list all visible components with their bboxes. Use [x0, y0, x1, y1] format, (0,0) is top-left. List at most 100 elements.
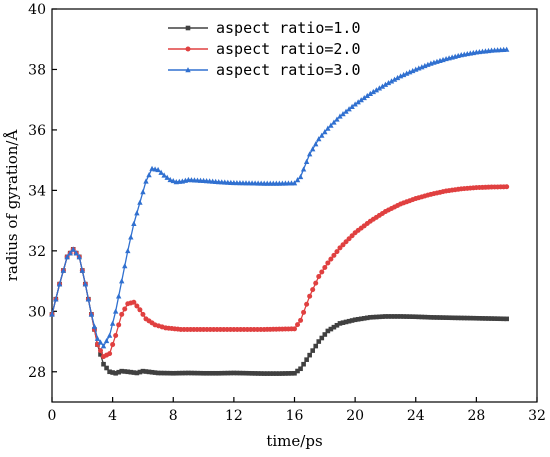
- data-point: [146, 172, 152, 178]
- data-point: [401, 314, 406, 319]
- data-point: [231, 370, 237, 376]
- data-point: [458, 315, 464, 321]
- data-point: [503, 46, 510, 52]
- data-point: [185, 67, 191, 73]
- data-point: [109, 320, 116, 326]
- data-point: [143, 369, 149, 374]
- data-point: [49, 311, 55, 317]
- data-point: [70, 246, 76, 252]
- data-point: [391, 76, 398, 82]
- data-point: [67, 250, 73, 256]
- data-point: [100, 343, 107, 349]
- data-point: [377, 314, 382, 320]
- x-tick-label: 28: [467, 408, 485, 424]
- data-point: [246, 370, 252, 376]
- data-point: [292, 370, 297, 376]
- data-point: [177, 370, 182, 376]
- data-point: [346, 106, 352, 112]
- data-point: [431, 315, 437, 320]
- data-point: [334, 249, 340, 255]
- series-line: [51, 48, 507, 348]
- data-point: [115, 293, 122, 299]
- data-point: [449, 315, 455, 321]
- data-point: [364, 315, 370, 321]
- data-point: [113, 332, 119, 338]
- data-point: [334, 322, 340, 328]
- data-point: [137, 369, 143, 375]
- data-point: [300, 166, 307, 172]
- data-point: [192, 370, 197, 376]
- data-point: [216, 370, 222, 376]
- data-point: [325, 260, 331, 266]
- data-point: [155, 370, 161, 376]
- data-point: [173, 370, 179, 376]
- data-point: [416, 314, 422, 320]
- data-point: [495, 316, 500, 321]
- y-tick-label: 32: [28, 244, 46, 260]
- data-point: [437, 315, 443, 320]
- legend-item: aspect ratio=1.0: [168, 19, 361, 37]
- data-point: [346, 236, 352, 242]
- y-tick-label: 40: [28, 2, 46, 18]
- data-point: [98, 352, 103, 357]
- data-point: [122, 306, 128, 312]
- data-point: [440, 315, 446, 320]
- data-point: [134, 303, 140, 309]
- data-point: [79, 267, 86, 273]
- data-point: [295, 368, 300, 374]
- data-point: [501, 316, 506, 322]
- data-point: [297, 173, 304, 180]
- data-point: [319, 132, 325, 138]
- data-point: [258, 371, 264, 376]
- data-point: [112, 308, 119, 314]
- data-point: [358, 97, 364, 103]
- data-point: [180, 370, 185, 376]
- data-point: [161, 370, 167, 376]
- data-point: [340, 111, 346, 117]
- data-point: [267, 371, 273, 376]
- data-point: [158, 370, 164, 376]
- x-tick-label: 24: [407, 408, 425, 424]
- data-point: [103, 337, 110, 344]
- data-point: [349, 103, 355, 109]
- data-point: [134, 210, 140, 216]
- data-point: [101, 361, 106, 367]
- data-point: [477, 316, 482, 321]
- x-tick-label: 20: [346, 408, 364, 424]
- series-1: [49, 247, 509, 376]
- data-point: [352, 101, 358, 107]
- data-point: [410, 314, 416, 319]
- axes: 0 4 8 12 16 20 24 28 32 28 30 32 34 36 38 40: [28, 2, 546, 424]
- data-point: [185, 25, 191, 31]
- data-point: [307, 293, 313, 299]
- legend-item: aspect ratio=2.0: [168, 40, 361, 58]
- data-point: [60, 267, 67, 273]
- data-point: [303, 158, 310, 164]
- data-point: [404, 314, 409, 319]
- data-point: [389, 314, 394, 319]
- data-point: [452, 315, 458, 321]
- data-point: [140, 311, 146, 317]
- data-point: [306, 151, 313, 157]
- data-point: [483, 316, 488, 321]
- data-point: [204, 370, 209, 376]
- data-point: [255, 371, 261, 376]
- data-point: [480, 316, 485, 321]
- data-point: [298, 317, 304, 323]
- data-point: [374, 314, 379, 320]
- x-tick-label: 0: [48, 408, 57, 424]
- data-point: [331, 252, 337, 258]
- legend-label: aspect ratio=3.0: [216, 61, 361, 79]
- data-point: [198, 370, 203, 376]
- data-point: [422, 314, 428, 320]
- data-point: [310, 348, 315, 353]
- data-point: [328, 122, 334, 128]
- data-point: [298, 366, 303, 372]
- data-point: [158, 169, 164, 175]
- data-point: [110, 342, 116, 348]
- legend-item: aspect ratio=3.0: [168, 61, 361, 79]
- data-point: [379, 83, 386, 89]
- x-tick-label: 32: [528, 408, 546, 424]
- data-point: [349, 233, 355, 239]
